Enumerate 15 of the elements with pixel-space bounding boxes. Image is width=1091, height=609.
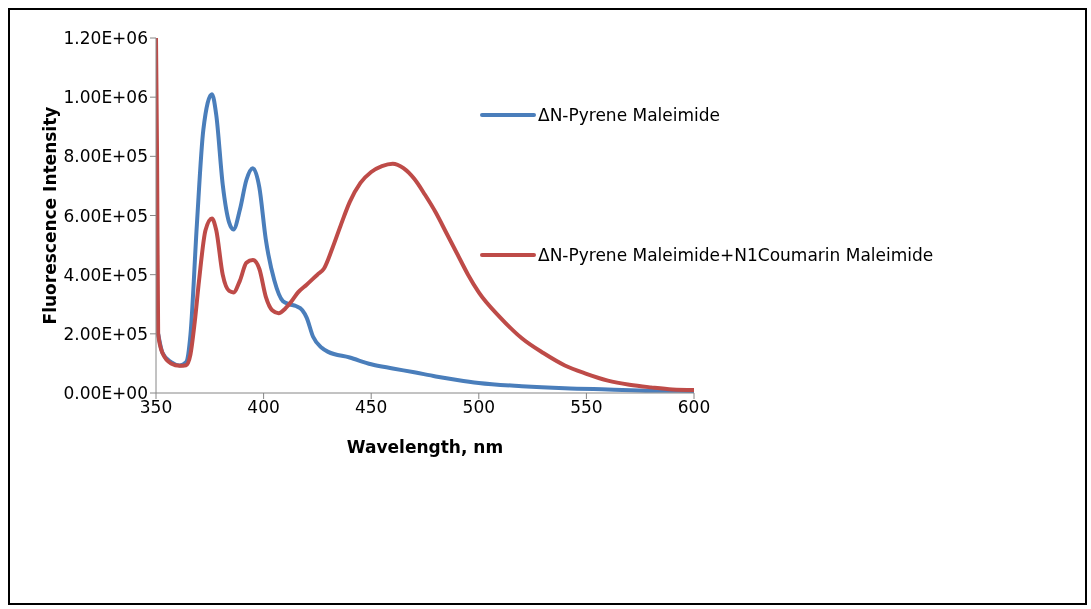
- y-axis-title: Fluorescence Intensity: [40, 106, 61, 325]
- x-tick-label: 600: [677, 397, 711, 418]
- y-tick-label: 4.00E+05: [63, 264, 148, 285]
- y-tick-label: 1.20E+06: [63, 28, 148, 49]
- y-tick-label: 6.00E+05: [63, 205, 148, 226]
- y-tick-label: 1.00E+06: [63, 87, 148, 108]
- x-tick-label: 400: [247, 397, 280, 418]
- x-tick-label: 500: [462, 397, 496, 418]
- x-tick-label: 450: [354, 397, 388, 418]
- x-axis-title: Wavelength, nm: [346, 437, 504, 457]
- legend-label: ΔN-Pyrene Maleimide: [538, 105, 721, 125]
- y-tick-label: 2.00E+05: [63, 323, 148, 344]
- legend-label: ΔN-Pyrene Maleimide+N1Coumarin Maleimide: [538, 245, 934, 265]
- y-tick-label: 8.00E+05: [63, 146, 148, 167]
- x-tick-label: 550: [570, 397, 603, 418]
